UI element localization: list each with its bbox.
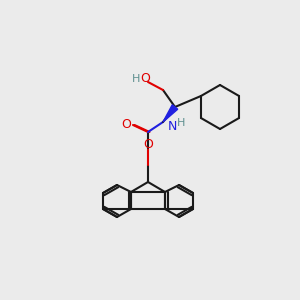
- Text: O: O: [140, 73, 150, 85]
- Text: N: N: [168, 119, 177, 133]
- Text: H: H: [132, 74, 140, 84]
- Text: H: H: [177, 118, 185, 128]
- Text: O: O: [143, 139, 153, 152]
- Text: O: O: [121, 118, 131, 131]
- Polygon shape: [163, 105, 178, 122]
